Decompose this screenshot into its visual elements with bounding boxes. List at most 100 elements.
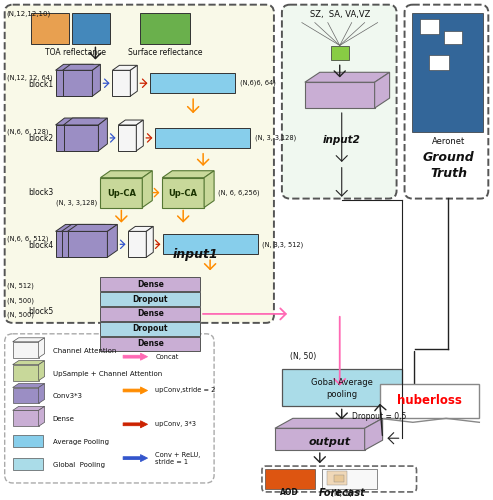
Polygon shape xyxy=(146,226,153,257)
Text: Dense: Dense xyxy=(137,340,164,348)
Polygon shape xyxy=(90,118,100,151)
Text: Concat: Concat xyxy=(155,354,178,360)
Text: input2: input2 xyxy=(323,135,361,145)
Polygon shape xyxy=(56,70,85,96)
Text: (N,6)6, 64): (N,6)6, 64) xyxy=(240,80,276,86)
Text: Dense: Dense xyxy=(137,310,164,318)
Polygon shape xyxy=(56,224,106,232)
Polygon shape xyxy=(99,118,107,151)
Polygon shape xyxy=(365,418,383,450)
Text: Conv + ReLU,
stride = 1: Conv + ReLU, stride = 1 xyxy=(155,452,201,464)
Bar xyxy=(429,56,450,70)
Polygon shape xyxy=(118,125,136,151)
Polygon shape xyxy=(305,72,389,82)
Bar xyxy=(101,277,200,291)
Text: Conv3*3: Conv3*3 xyxy=(53,394,82,400)
Text: Truth: Truth xyxy=(430,167,467,180)
Text: block2: block2 xyxy=(28,134,53,143)
Text: (N, 6, 6,256): (N, 6, 6,256) xyxy=(218,190,260,196)
Text: (N, 3,3, 512): (N, 3,3, 512) xyxy=(262,241,303,248)
FancyBboxPatch shape xyxy=(4,4,274,323)
FancyBboxPatch shape xyxy=(262,466,417,492)
Bar xyxy=(101,337,200,350)
Polygon shape xyxy=(128,232,146,257)
Polygon shape xyxy=(62,224,111,232)
Bar xyxy=(322,469,377,489)
Bar xyxy=(331,46,349,60)
Text: Dense: Dense xyxy=(53,416,74,422)
Polygon shape xyxy=(64,118,107,125)
Polygon shape xyxy=(112,70,130,96)
Text: (N,12, 12, 64): (N,12, 12, 64) xyxy=(7,74,52,81)
Polygon shape xyxy=(275,428,365,450)
Polygon shape xyxy=(56,64,94,70)
Polygon shape xyxy=(13,406,44,410)
Text: block5: block5 xyxy=(28,308,53,316)
Polygon shape xyxy=(38,338,44,357)
Text: Up-CA: Up-CA xyxy=(169,189,198,198)
Text: huberloss: huberloss xyxy=(397,394,462,407)
Polygon shape xyxy=(118,120,143,125)
Text: Surface reflectance: Surface reflectance xyxy=(128,48,203,57)
Polygon shape xyxy=(68,224,117,232)
Polygon shape xyxy=(96,224,106,257)
Text: upConv,stride = 2: upConv,stride = 2 xyxy=(155,388,215,394)
Bar xyxy=(420,18,439,34)
Bar xyxy=(380,384,479,418)
Text: Forecast: Forecast xyxy=(318,488,365,498)
Bar xyxy=(327,471,347,485)
Text: (N,12,12,10): (N,12,12,10) xyxy=(7,10,51,17)
Polygon shape xyxy=(38,360,44,380)
Text: (N, 512): (N, 512) xyxy=(7,282,34,288)
Polygon shape xyxy=(13,364,38,380)
Text: block1: block1 xyxy=(28,80,53,88)
Polygon shape xyxy=(56,118,100,125)
Bar xyxy=(13,435,42,447)
Polygon shape xyxy=(101,170,152,177)
Polygon shape xyxy=(136,120,143,151)
Bar xyxy=(155,128,250,148)
Polygon shape xyxy=(102,224,111,257)
Text: Dropout: Dropout xyxy=(133,294,168,304)
Text: (N, 1): (N, 1) xyxy=(331,490,352,498)
Bar xyxy=(141,12,190,44)
Polygon shape xyxy=(204,170,214,207)
Text: Channel Attention: Channel Attention xyxy=(53,348,116,354)
Polygon shape xyxy=(101,178,142,208)
Bar xyxy=(163,234,258,255)
Text: block4: block4 xyxy=(28,241,53,250)
Text: output: output xyxy=(309,437,351,447)
Bar xyxy=(412,12,483,132)
Polygon shape xyxy=(38,384,44,404)
Text: (N, 50): (N, 50) xyxy=(290,352,316,361)
Polygon shape xyxy=(162,178,204,208)
Bar xyxy=(282,368,402,406)
Text: (N, 500): (N, 500) xyxy=(7,312,34,318)
Bar xyxy=(445,30,462,44)
Text: (N,6, 6, 128): (N,6, 6, 128) xyxy=(7,129,48,136)
Text: Global  Pooling: Global Pooling xyxy=(53,462,105,468)
Polygon shape xyxy=(142,170,152,207)
Polygon shape xyxy=(68,232,107,257)
Polygon shape xyxy=(63,70,92,96)
Polygon shape xyxy=(56,125,90,151)
Polygon shape xyxy=(162,170,214,177)
Text: Up-CA: Up-CA xyxy=(107,189,136,198)
Polygon shape xyxy=(56,232,96,257)
Polygon shape xyxy=(13,342,38,357)
Text: (N, 500): (N, 500) xyxy=(7,297,34,304)
Polygon shape xyxy=(38,406,44,426)
Text: AOD: AOD xyxy=(280,488,298,497)
Polygon shape xyxy=(305,82,375,108)
Polygon shape xyxy=(92,64,101,96)
Text: (N, 3, 3,128): (N, 3, 3,128) xyxy=(56,200,97,206)
Polygon shape xyxy=(62,232,102,257)
Polygon shape xyxy=(275,418,383,428)
Polygon shape xyxy=(130,66,138,96)
Bar xyxy=(31,12,69,44)
Bar xyxy=(101,307,200,321)
Text: upConv, 3*3: upConv, 3*3 xyxy=(155,422,196,428)
Polygon shape xyxy=(64,125,99,151)
Polygon shape xyxy=(107,224,117,257)
FancyBboxPatch shape xyxy=(405,4,489,198)
